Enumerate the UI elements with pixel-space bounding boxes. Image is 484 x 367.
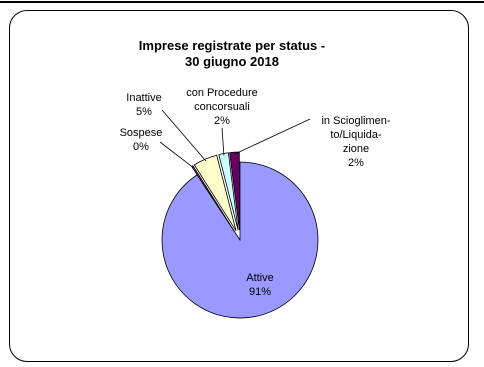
slice-label-scioglimento-line-2: to/Liquida-	[330, 129, 382, 141]
top-rule	[0, 1, 484, 3]
slice-label-sospese-name: Sospese	[120, 127, 163, 139]
pie-slices	[161, 151, 319, 319]
leader-line-inattive	[161, 109, 207, 162]
chart-title-line-1: Imprese registrate per status -	[139, 38, 325, 53]
slice-label-attive: Attive 91%	[246, 272, 274, 298]
slice-label-scioglimento-value: 2%	[348, 157, 364, 169]
pie-slice-inattive	[193, 154, 237, 232]
slice-label-scioglimento-line-1: in Scioglimen-	[321, 115, 390, 127]
leader-line-scioglimento	[234, 118, 311, 155]
slice-label-attive-name: Attive	[246, 272, 274, 284]
slice-label-sospese: Sospese 0%	[120, 127, 163, 153]
slice-label-sospese-value: 0%	[133, 141, 149, 153]
leader-line-sospese	[159, 141, 194, 169]
pie-slice-attive	[161, 161, 319, 319]
slice-label-inattive-name: Inattive	[126, 92, 161, 104]
slice-label-inattive-value: 5%	[136, 106, 152, 118]
leader-lines	[159, 109, 311, 169]
slice-label-scioglimento-line-3: zione	[343, 143, 369, 155]
slice-label-procedure: con Procedure concorsuali 2%	[186, 87, 258, 127]
slice-label-scioglimento: in Scioglimen- to/Liquida- zione 2%	[321, 115, 390, 169]
leader-line-procedure	[221, 127, 225, 156]
slice-label-procedure-value: 2%	[214, 115, 230, 127]
slice-label-procedure-line-2: concorsuali	[194, 101, 250, 113]
slice-label-attive-value: 91%	[249, 286, 271, 298]
chart-title-line-2: 30 giugno 2018	[185, 54, 279, 69]
slice-label-procedure-line-1: con Procedure	[186, 87, 258, 99]
chart-title: Imprese registrate per status - 30 giugn…	[139, 38, 325, 69]
slice-label-inattive: Inattive 5%	[126, 92, 161, 118]
